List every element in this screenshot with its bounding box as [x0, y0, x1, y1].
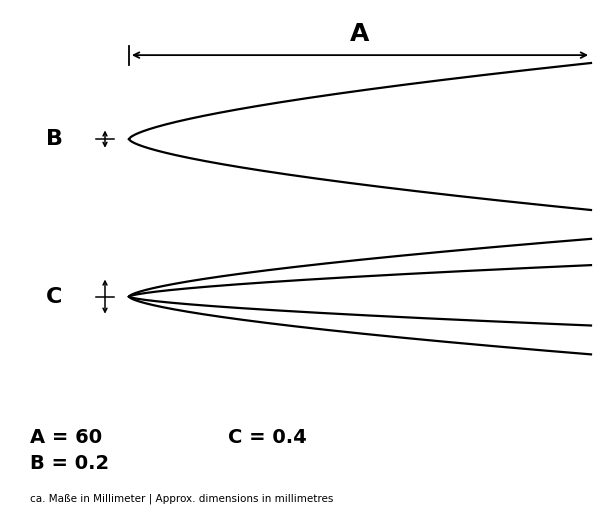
Text: A: A: [350, 22, 370, 46]
Text: A = 60: A = 60: [30, 428, 102, 447]
Text: C = 0.4: C = 0.4: [228, 428, 307, 447]
Text: C: C: [46, 287, 62, 307]
Text: B = 0.2: B = 0.2: [30, 454, 109, 473]
Text: ca. Maße in Millimeter | Approx. dimensions in millimetres: ca. Maße in Millimeter | Approx. dimensi…: [30, 494, 334, 504]
Text: B: B: [46, 129, 62, 149]
